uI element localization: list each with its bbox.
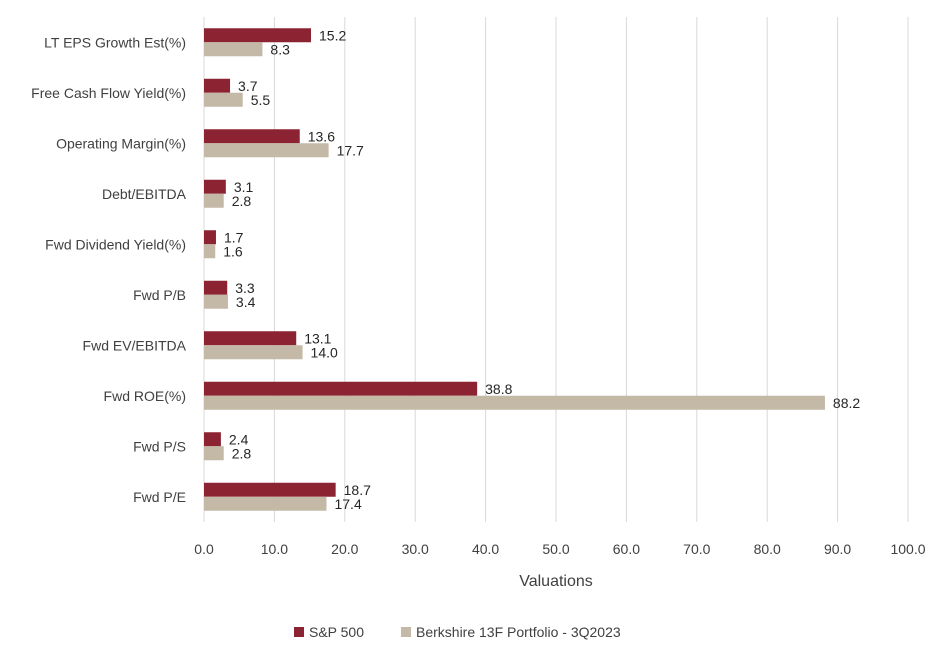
data-label-berkshire: 2.8 [232,445,252,461]
bar-sp500 [204,381,478,396]
category-labels: LT EPS Growth Est(%) Free Cash Flow Yield… [31,34,186,505]
category-label: Fwd ROE(%) [104,388,186,404]
data-label-sp500: 3.7 [238,78,258,94]
bar-sp500 [204,28,312,43]
category-label: Fwd EV/EBITDA [83,337,187,353]
x-tick-label: 40.0 [472,541,499,557]
data-label-berkshire: 17.4 [334,496,361,512]
data-labels: 15.28.33.75.513.617.73.12.81.71.63.33.41… [223,27,860,512]
x-tick-label: 10.0 [261,541,288,557]
x-tick-label: 100.0 [890,541,925,557]
x-tick-label: 70.0 [683,541,710,557]
data-label-berkshire: 3.4 [236,294,256,310]
x-axis-ticks: 0.0 10.0 20.0 30.0 40.0 50.0 60.0 70.0 80.0 90.0 1… [194,541,925,557]
legend-label-sp500: S&P 500 [309,624,364,640]
category-label: Operating Margin(%) [56,135,186,151]
category-label: Debt/EBITDA [102,186,187,202]
data-label-sp500: 1.7 [224,229,244,245]
bar-sp500 [204,482,336,497]
data-label-berkshire: 1.6 [223,243,243,259]
bar-sp500 [204,78,231,93]
category-label: Fwd Dividend Yield(%) [45,236,186,252]
x-tick-label: 20.0 [331,541,358,557]
legend-swatch-sp500 [294,627,304,637]
bar-sp500 [204,230,216,245]
bar-sp500 [204,179,226,194]
bar-berkshire [204,446,224,461]
bar-sp500 [204,432,221,447]
bar-berkshire [204,193,224,208]
category-label: Fwd P/B [133,287,186,303]
x-tick-label: 0.0 [194,541,214,557]
x-tick-label: 80.0 [754,541,781,557]
gridlines [203,17,909,522]
bar-berkshire [204,92,243,107]
bar-berkshire [204,42,263,57]
bar-berkshire [204,395,825,410]
x-tick-label: 90.0 [824,541,851,557]
data-label-sp500: 38.8 [485,381,512,397]
data-label-sp500: 3.1 [234,179,254,195]
bar-berkshire [204,496,327,511]
bar-sp500 [204,331,297,346]
bar-berkshire [204,294,228,309]
data-label-sp500: 2.4 [229,431,249,447]
data-label-berkshire: 5.5 [251,92,271,108]
data-label-sp500: 15.2 [319,27,346,43]
data-label-sp500: 13.6 [308,128,335,144]
x-tick-label: 30.0 [402,541,429,557]
data-label-sp500: 3.3 [235,280,255,296]
data-label-berkshire: 14.0 [311,344,338,360]
category-label: Fwd P/E [133,489,186,505]
bar-sp500 [204,280,228,295]
category-label: Fwd P/S [133,438,186,454]
bars [204,28,825,511]
x-tick-label: 50.0 [542,541,569,557]
legend-label-berkshire: Berkshire 13F Portfolio - 3Q2023 [416,624,621,640]
data-label-berkshire: 8.3 [270,41,290,57]
bar-berkshire [204,143,329,158]
data-label-sp500: 13.1 [304,330,331,346]
category-label: Free Cash Flow Yield(%) [31,85,186,101]
bar-berkshire [204,244,216,259]
data-label-berkshire: 2.8 [232,193,252,209]
x-axis-title: Valuations [519,573,593,590]
bar-sp500 [204,129,300,144]
data-label-sp500: 18.7 [344,482,371,498]
data-label-berkshire: 88.2 [833,395,860,411]
data-label-berkshire: 17.7 [337,142,364,158]
bar-berkshire [204,345,303,360]
x-tick-label: 60.0 [613,541,640,557]
legend: S&P 500 Berkshire 13F Portfolio - 3Q2023 [294,624,621,640]
legend-swatch-berkshire [401,627,411,637]
category-label: LT EPS Growth Est(%) [44,34,186,50]
